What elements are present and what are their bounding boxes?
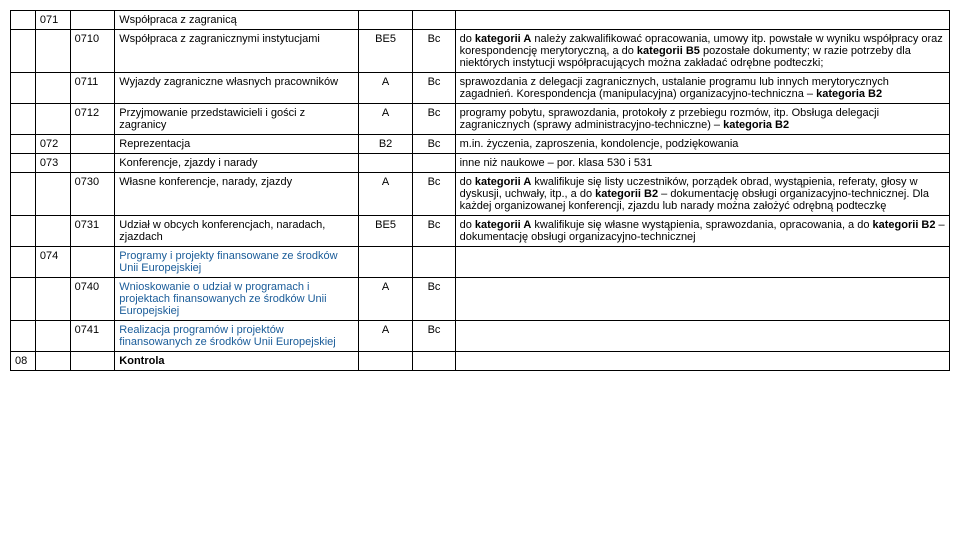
- cell-c5: [358, 11, 413, 30]
- cell-c5: A: [358, 104, 413, 135]
- cell-c3: 0741: [70, 321, 115, 352]
- cell-c4: Realizacja programów i projektów finanso…: [115, 321, 358, 352]
- cell-c4: Przyjmowanie przedstawicieli i gości z z…: [115, 104, 358, 135]
- cell-c6: [413, 352, 455, 371]
- table-row: 0731Udział w obcych konferencjach, narad…: [11, 216, 950, 247]
- cell-c2: 074: [35, 247, 70, 278]
- cell-c6: Bc: [413, 321, 455, 352]
- cell-c3: 0730: [70, 173, 115, 216]
- cell-c1: [11, 278, 36, 321]
- cell-c6: Bc: [413, 173, 455, 216]
- cell-c3: 0740: [70, 278, 115, 321]
- table-row: 0740Wnioskowanie o udział w programach i…: [11, 278, 950, 321]
- cell-c2: [35, 321, 70, 352]
- cell-c7: sprawozdania z delegacji zagranicznych, …: [455, 73, 949, 104]
- cell-c5: A: [358, 173, 413, 216]
- cell-c1: [11, 135, 36, 154]
- cell-c4: Kontrola: [115, 352, 358, 371]
- cell-c6: [413, 247, 455, 278]
- cell-c6: Bc: [413, 278, 455, 321]
- cell-c3: [70, 11, 115, 30]
- cell-c1: [11, 73, 36, 104]
- cell-c4: Własne konferencje, narady, zjazdy: [115, 173, 358, 216]
- cell-c1: [11, 30, 36, 73]
- cell-c2: [35, 30, 70, 73]
- cell-c2: [35, 352, 70, 371]
- cell-c6: Bc: [413, 30, 455, 73]
- cell-c5: A: [358, 73, 413, 104]
- cell-c2: [35, 104, 70, 135]
- cell-c4: Konferencje, zjazdy i narady: [115, 154, 358, 173]
- cell-c2: [35, 216, 70, 247]
- cell-c1: [11, 11, 36, 30]
- cell-c6: Bc: [413, 135, 455, 154]
- cell-c7: [455, 352, 949, 371]
- cell-c3: 0710: [70, 30, 115, 73]
- cell-c1: [11, 247, 36, 278]
- table-row: 08 Kontrola: [11, 352, 950, 371]
- table-row: 073 Konferencje, zjazdy i narady inne niż …: [11, 154, 950, 173]
- cell-c6: Bc: [413, 73, 455, 104]
- cell-c5: B2: [358, 135, 413, 154]
- cell-c3: [70, 135, 115, 154]
- cell-c7: m.in. życzenia, zaproszenia, kondolencje…: [455, 135, 949, 154]
- cell-c6: [413, 154, 455, 173]
- cell-c6: Bc: [413, 216, 455, 247]
- classification-table: 071 Współpraca z zagranicą0710Współpraca …: [10, 10, 950, 371]
- cell-c6: Bc: [413, 104, 455, 135]
- table-row: 074 Programy i projekty finansowane ze śr…: [11, 247, 950, 278]
- table-row: 0711Wyjazdy zagraniczne własnych pracown…: [11, 73, 950, 104]
- cell-c7: [455, 247, 949, 278]
- cell-c4: Reprezentacja: [115, 135, 358, 154]
- cell-c4: Współpraca z zagranicą: [115, 11, 358, 30]
- cell-c1: [11, 173, 36, 216]
- cell-c3: 0711: [70, 73, 115, 104]
- cell-c4: Programy i projekty finansowane ze środk…: [115, 247, 358, 278]
- cell-c1: [11, 104, 36, 135]
- cell-c3: 0712: [70, 104, 115, 135]
- cell-c3: [70, 154, 115, 173]
- cell-c3: [70, 352, 115, 371]
- cell-c7: inne niż naukowe – por. klasa 530 i 531: [455, 154, 949, 173]
- cell-c1: [11, 321, 36, 352]
- cell-c4: Wnioskowanie o udział w programach i pro…: [115, 278, 358, 321]
- cell-c5: A: [358, 278, 413, 321]
- cell-c7: do kategorii A kwalifikuje się listy ucz…: [455, 173, 949, 216]
- table-row: 0741Realizacja programów i projektów fin…: [11, 321, 950, 352]
- cell-c5: [358, 247, 413, 278]
- cell-c2: 073: [35, 154, 70, 173]
- cell-c7: [455, 321, 949, 352]
- cell-c1: [11, 154, 36, 173]
- cell-c2: 071: [35, 11, 70, 30]
- cell-c6: [413, 11, 455, 30]
- cell-c7: do kategorii A należy zakwalifikować opr…: [455, 30, 949, 73]
- cell-c4: Współpraca z zagranicznymi instytucjami: [115, 30, 358, 73]
- cell-c7: [455, 278, 949, 321]
- table-row: 0712Przyjmowanie przedstawicieli i gości…: [11, 104, 950, 135]
- cell-c1: 08: [11, 352, 36, 371]
- cell-c7: programy pobytu, sprawozdania, protokoły…: [455, 104, 949, 135]
- cell-c7: [455, 11, 949, 30]
- cell-c4: Udział w obcych konferencjach, naradach,…: [115, 216, 358, 247]
- cell-c5: [358, 352, 413, 371]
- cell-c7: do kategorii A kwalifikuje się własne wy…: [455, 216, 949, 247]
- cell-c5: A: [358, 321, 413, 352]
- cell-c2: [35, 173, 70, 216]
- cell-c1: [11, 216, 36, 247]
- cell-c2: [35, 278, 70, 321]
- cell-c5: BE5: [358, 30, 413, 73]
- cell-c2: 072: [35, 135, 70, 154]
- cell-c5: BE5: [358, 216, 413, 247]
- table-row: 071 Współpraca z zagranicą: [11, 11, 950, 30]
- cell-c4: Wyjazdy zagraniczne własnych pracowników: [115, 73, 358, 104]
- table-row: 072 ReprezentacjaB2Bcm.in. życzenia, zapr…: [11, 135, 950, 154]
- table-row: 0730Własne konferencje, narady, zjazdyAB…: [11, 173, 950, 216]
- table-row: 0710Współpraca z zagranicznymi instytucj…: [11, 30, 950, 73]
- cell-c3: [70, 247, 115, 278]
- cell-c3: 0731: [70, 216, 115, 247]
- cell-c5: [358, 154, 413, 173]
- cell-c2: [35, 73, 70, 104]
